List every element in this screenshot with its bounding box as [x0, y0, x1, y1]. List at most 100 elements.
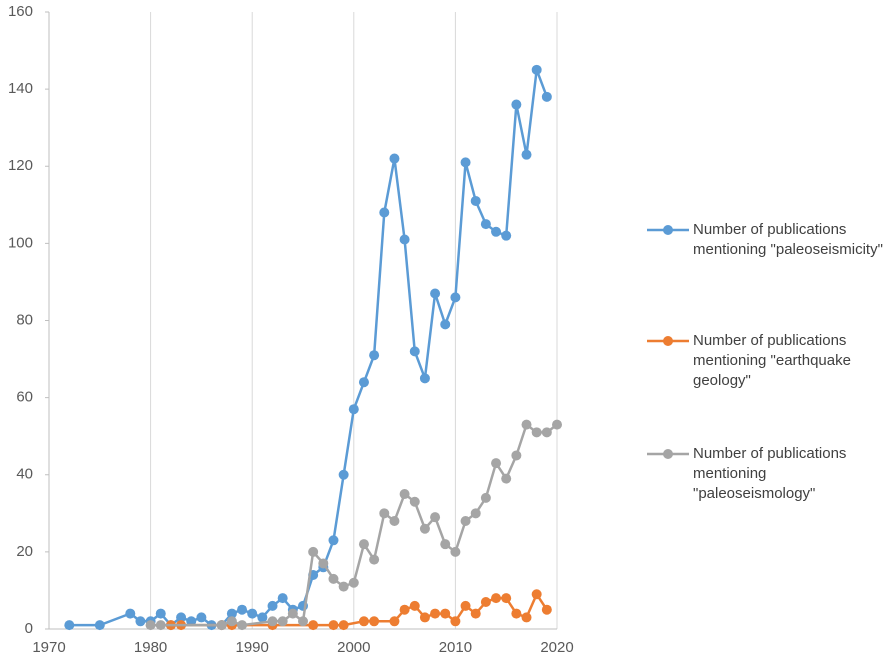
data-point — [226, 608, 237, 619]
data-point — [267, 600, 278, 611]
data-point — [501, 473, 512, 484]
data-point — [430, 288, 441, 299]
legend-swatch — [647, 449, 689, 459]
data-point — [511, 450, 522, 461]
data-point — [470, 508, 481, 519]
data-point — [338, 581, 349, 592]
legend-swatch — [647, 225, 689, 235]
data-point — [511, 99, 522, 110]
data-point — [308, 620, 319, 631]
data-point — [440, 319, 451, 330]
legend-marker — [663, 336, 673, 346]
data-point — [521, 419, 532, 430]
data-point — [460, 516, 471, 527]
data-point — [267, 616, 278, 627]
data-point — [541, 91, 552, 102]
data-point — [521, 149, 532, 160]
x-tick-label: 1970 — [32, 639, 65, 656]
y-tick-label: 40 — [16, 466, 33, 483]
legend-entry: Number of publications mentioning "earth… — [645, 331, 885, 391]
data-point — [308, 546, 319, 557]
data-point — [298, 616, 308, 627]
data-point — [369, 350, 380, 361]
data-point — [470, 608, 481, 619]
y-tick-label: 60 — [16, 389, 33, 406]
data-point — [521, 612, 532, 623]
data-point — [511, 608, 522, 619]
y-tick-label: 0 — [25, 620, 33, 637]
x-tick-label: 1980 — [134, 639, 167, 656]
data-point — [409, 346, 420, 357]
legend-marker — [663, 225, 673, 235]
data-point — [501, 230, 512, 241]
y-tick-label: 160 — [8, 3, 33, 20]
data-point — [460, 600, 471, 611]
data-point — [369, 554, 380, 565]
x-tick-label: 2010 — [439, 639, 472, 656]
data-point — [531, 64, 542, 75]
data-point — [358, 616, 369, 627]
data-point — [196, 612, 207, 623]
data-point — [379, 508, 390, 519]
data-point — [369, 616, 380, 627]
data-point — [531, 589, 542, 600]
legend-marker — [663, 449, 673, 459]
y-tick-label: 140 — [8, 80, 33, 97]
data-point — [419, 612, 430, 623]
data-point — [125, 608, 136, 619]
legend-entry: Number of publications mentioning "paleo… — [645, 220, 885, 260]
data-point — [135, 616, 146, 627]
data-point — [480, 492, 491, 503]
y-tick-label: 80 — [16, 311, 33, 328]
legend-swatch — [647, 336, 689, 346]
legend-label: Number of publications mentioning "paleo… — [693, 445, 847, 502]
data-point — [450, 616, 461, 627]
series-line — [150, 422, 558, 627]
data-point — [287, 608, 298, 619]
data-point — [328, 535, 339, 546]
data-point — [430, 608, 441, 619]
data-point — [480, 219, 491, 230]
data-point — [531, 427, 542, 438]
data-point — [409, 496, 420, 507]
x-tick-label: 2020 — [540, 639, 573, 656]
legend-entry: Number of publications mentioning "paleo… — [645, 444, 885, 504]
legend-label: Number of publications mentioning "paleo… — [693, 221, 883, 258]
x-tick-label: 1990 — [236, 639, 269, 656]
legend-label: Number of publications mentioning "earth… — [693, 332, 851, 389]
data-point — [318, 558, 329, 569]
data-point — [155, 608, 166, 619]
data-point — [430, 512, 441, 523]
data-point — [379, 207, 390, 218]
data-point — [216, 620, 227, 631]
data-point — [450, 292, 461, 303]
data-point — [277, 616, 288, 627]
data-point — [491, 593, 502, 604]
data-point — [348, 404, 359, 415]
data-point — [480, 597, 491, 608]
data-point — [399, 604, 410, 615]
y-tick-label: 120 — [8, 157, 33, 174]
y-tick-label: 100 — [8, 234, 33, 251]
data-point — [338, 620, 349, 631]
data-point — [328, 573, 339, 584]
data-point — [94, 620, 105, 631]
data-point — [491, 458, 502, 469]
data-point — [237, 604, 248, 615]
data-point — [389, 153, 400, 164]
data-point — [257, 612, 268, 623]
data-point — [247, 608, 258, 619]
data-point — [541, 427, 552, 438]
data-point — [389, 516, 400, 527]
data-point — [155, 620, 166, 631]
data-point — [145, 620, 156, 631]
data-point — [338, 469, 349, 480]
data-point — [419, 523, 430, 534]
data-point — [399, 489, 410, 500]
data-point — [470, 195, 481, 206]
data-point — [541, 604, 552, 615]
data-point — [176, 612, 187, 623]
x-tick-label: 2000 — [337, 639, 370, 656]
